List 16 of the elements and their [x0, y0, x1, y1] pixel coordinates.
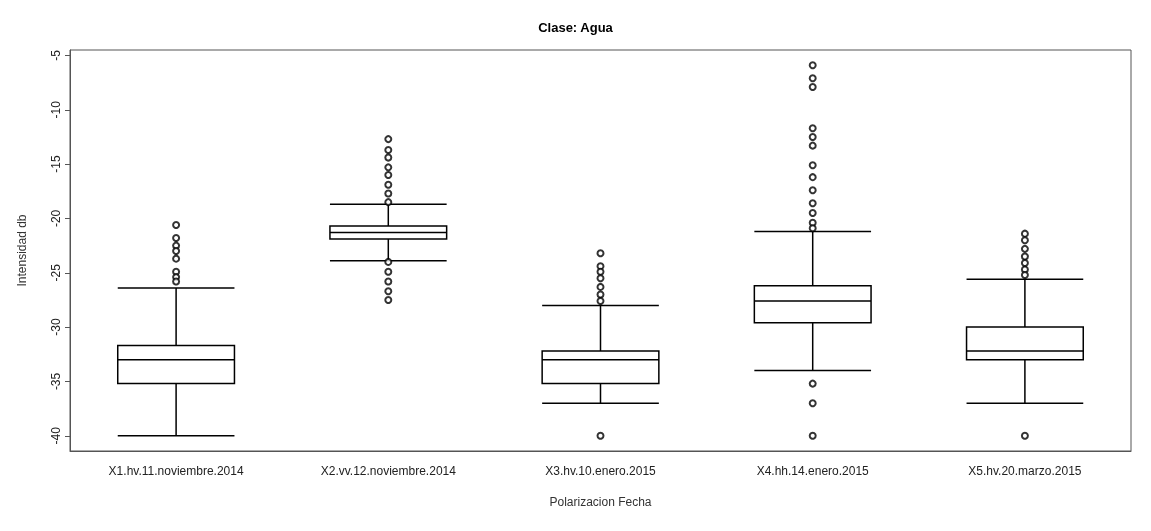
- y-tick-label: -10: [49, 100, 63, 119]
- y-axis-title: Intensidad db: [15, 214, 29, 287]
- y-tick-label: -40: [49, 426, 63, 445]
- x-axis-title: Polarizacion Fecha: [549, 495, 652, 509]
- y-tick-label: -25: [49, 263, 63, 282]
- x-tick-label: X4.hh.14.enero.2015: [756, 464, 870, 478]
- y-tick-label: -15: [49, 155, 63, 173]
- x-tick-label: X2.vv.12.noviembre.2014: [320, 464, 457, 478]
- y-tick-label: -5: [49, 49, 63, 61]
- y-tick-label: -35: [49, 372, 63, 391]
- y-tick-label: -20: [49, 209, 63, 228]
- chart-title: Clase: Agua: [538, 20, 614, 35]
- y-tick-label: -30: [49, 318, 63, 336]
- x-tick-label: X5.hv.20.marzo.2015: [968, 464, 1082, 478]
- x-tick-label: X3.hv.10.enero.2015: [545, 464, 657, 478]
- x-tick-label: X1.hv.11.noviembre.2014: [108, 464, 244, 478]
